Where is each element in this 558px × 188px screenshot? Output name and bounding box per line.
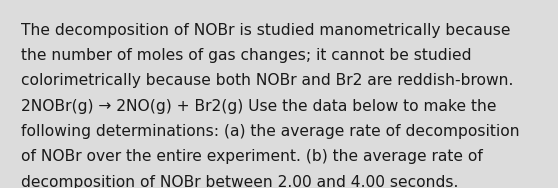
Text: decomposition of NOBr between 2.00 and 4.00 seconds.: decomposition of NOBr between 2.00 and 4…	[21, 175, 459, 188]
Text: the number of moles of gas changes; it cannot be studied: the number of moles of gas changes; it c…	[21, 48, 472, 63]
Text: The decomposition of NOBr is studied manometrically because: The decomposition of NOBr is studied man…	[21, 23, 511, 38]
Text: following determinations: (a) the average rate of decomposition: following determinations: (a) the averag…	[21, 124, 520, 139]
Text: 2NOBr(g) → 2NO(g) + Br2(g) Use the data below to make the: 2NOBr(g) → 2NO(g) + Br2(g) Use the data …	[21, 99, 497, 114]
Text: of NOBr over the entire experiment. (b) the average rate of: of NOBr over the entire experiment. (b) …	[21, 149, 483, 164]
Text: colorimetrically because both NOBr and Br2 are reddish-brown.: colorimetrically because both NOBr and B…	[21, 73, 513, 88]
